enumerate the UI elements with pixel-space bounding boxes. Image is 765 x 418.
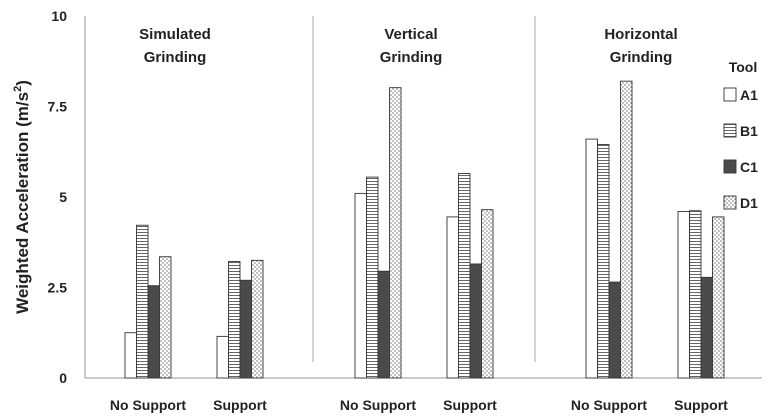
bar-b1 <box>366 176 379 379</box>
panel-title: Grinding <box>380 49 443 66</box>
bar-d1 <box>620 80 633 379</box>
x-category-label: No Support <box>110 397 187 413</box>
x-category-label: Support <box>213 397 267 413</box>
bar-c1 <box>469 263 482 379</box>
panel-title: Grinding <box>144 49 207 66</box>
bar-c1 <box>608 281 621 379</box>
bar-a1 <box>677 211 690 379</box>
bar-a1 <box>124 332 137 379</box>
panel-title: Horizontal <box>604 26 677 43</box>
bar-d1 <box>481 209 494 379</box>
legend-label: C1 <box>740 159 758 175</box>
bar-b1 <box>228 260 241 379</box>
legend-title: Tool <box>729 59 758 75</box>
legend-swatch-c1 <box>723 159 737 174</box>
bar-b1 <box>136 224 149 379</box>
bar-a1 <box>354 192 367 379</box>
x-category-label: Support <box>674 397 728 413</box>
bar-c1 <box>239 279 252 379</box>
bar-b1 <box>458 173 471 379</box>
bar-b1 <box>689 210 702 379</box>
legend-swatch-a1 <box>723 87 737 102</box>
panel-title: Grinding <box>610 49 673 66</box>
y-tick-label: 0 <box>59 370 67 386</box>
y-axis-label: Weighted Acceleration (m/s2) <box>12 80 32 314</box>
y-tick-label: 2.5 <box>48 280 68 296</box>
y-tick-label: 7.5 <box>48 99 68 115</box>
bar-d1 <box>159 256 172 379</box>
bar-c1 <box>377 270 390 379</box>
bar-a1 <box>585 138 598 379</box>
legend-label: A1 <box>740 87 758 103</box>
y-tick-label: 5 <box>59 189 67 205</box>
panel-title: Simulated <box>139 26 211 43</box>
bar-a1 <box>446 216 459 379</box>
x-category-label: No Support <box>571 397 648 413</box>
y-tick-label: 10 <box>51 8 67 24</box>
legend-label: D1 <box>740 195 758 211</box>
bar-d1 <box>712 216 725 379</box>
panel-title: Vertical <box>384 26 437 43</box>
legend-label: B1 <box>740 123 758 139</box>
bar-c1 <box>147 285 160 379</box>
bar-d1 <box>389 87 402 379</box>
bar-a1 <box>216 335 229 379</box>
x-category-label: Support <box>443 397 497 413</box>
bar-c1 <box>700 276 713 379</box>
x-category-label: No Support <box>340 397 417 413</box>
legend-swatch-b1 <box>723 123 737 138</box>
bar-d1 <box>251 259 264 379</box>
bar-b1 <box>597 144 610 379</box>
legend-swatch-d1 <box>723 195 737 210</box>
